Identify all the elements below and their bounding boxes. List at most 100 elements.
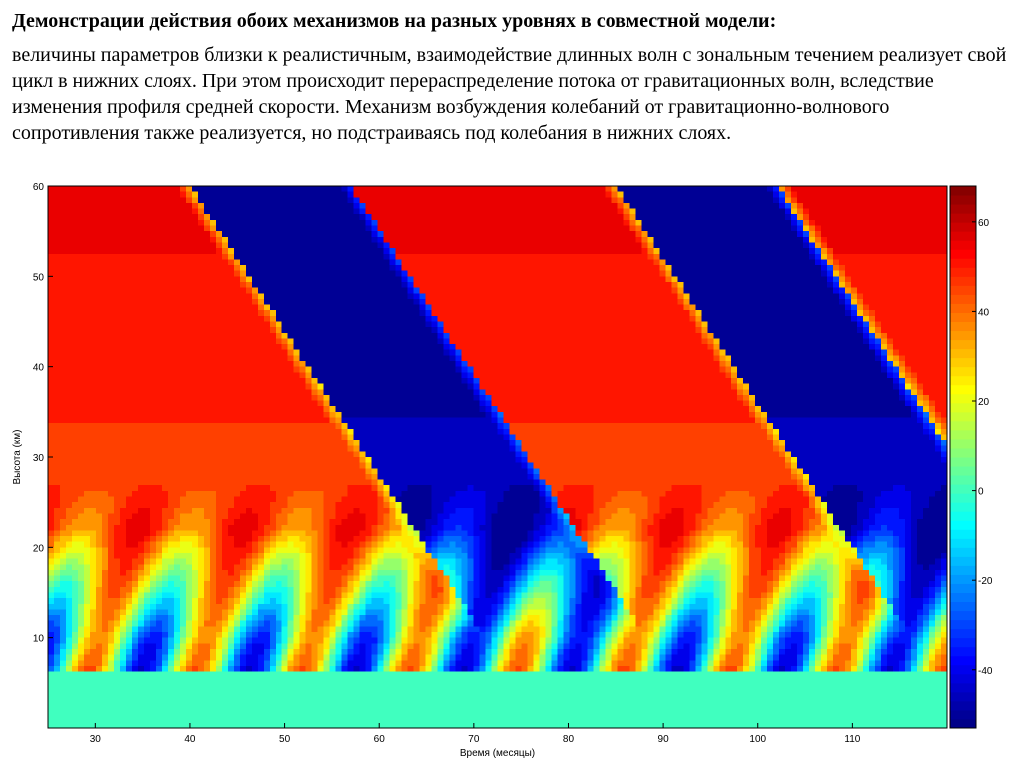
heatmap-cell: [509, 355, 517, 362]
heatmap-cell: [503, 361, 511, 368]
heatmap-cell: [941, 265, 948, 272]
heatmap-cell: [215, 265, 223, 272]
heatmap-cell: [671, 293, 678, 300]
heatmap-cell: [887, 293, 894, 300]
heatmap-cell: [839, 253, 846, 260]
heatmap-cell: [263, 298, 271, 306]
heatmap-cell: [863, 361, 870, 368]
heatmap-cell: [701, 287, 708, 294]
heatmap-cell: [899, 332, 906, 340]
heatmap-cell: [233, 349, 241, 356]
heatmap-cell: [623, 293, 630, 300]
heatmap-cell: [731, 366, 738, 373]
heatmap-cell: [743, 253, 750, 260]
heatmap-cell: [413, 327, 421, 334]
heatmap-cell: [371, 236, 379, 244]
heatmap-cell: [431, 332, 439, 340]
heatmap-cell: [473, 293, 481, 300]
heatmap-cell: [149, 315, 157, 323]
heatmap-cell: [557, 248, 565, 255]
heatmap-cell: [635, 270, 642, 277]
heatmap-cell: [773, 281, 780, 289]
heatmap-cell: [569, 231, 577, 238]
heatmap-cell: [185, 321, 193, 328]
heatmap-cell: [509, 276, 517, 283]
heatmap-cell: [545, 231, 553, 238]
heatmap-cell: [257, 197, 265, 204]
heatmap-cell: [281, 231, 289, 238]
heatmap-cell: [551, 253, 559, 260]
heatmap-cell: [401, 281, 409, 289]
heatmap-cell: [149, 186, 157, 193]
heatmap-cell: [77, 281, 85, 289]
heatmap-cell: [479, 225, 487, 232]
heatmap-cell: [461, 253, 469, 260]
heatmap-cell: [491, 310, 499, 317]
heatmap-cell: [299, 259, 307, 266]
heatmap-cell: [647, 276, 654, 283]
heatmap-cell: [761, 304, 768, 311]
heatmap-cell: [599, 304, 606, 311]
heatmap-cell: [131, 259, 139, 266]
heatmap-cell: [815, 281, 822, 289]
heatmap-cell: [239, 197, 247, 204]
heatmap-cell: [611, 332, 618, 340]
heatmap-cell: [539, 327, 547, 334]
heatmap-cell: [713, 259, 720, 266]
heatmap-cell: [905, 304, 912, 311]
heatmap-cell: [329, 265, 337, 272]
heatmap-cell: [929, 281, 936, 289]
heatmap-cell: [707, 231, 714, 238]
heatmap-cell: [401, 366, 409, 373]
heatmap-cell: [911, 236, 918, 244]
heatmap-cell: [239, 327, 247, 334]
heatmap-cell: [179, 327, 187, 334]
heatmap-cell: [749, 259, 756, 266]
heatmap-cell: [881, 276, 888, 283]
heatmap-cell: [797, 265, 804, 272]
heatmap-cell: [71, 270, 79, 277]
heatmap-cell: [77, 338, 85, 345]
heatmap-cell: [791, 338, 798, 345]
heatmap-cell: [305, 236, 313, 244]
heatmap-cell: [293, 253, 301, 260]
heatmap-cell: [491, 186, 499, 193]
heatmap-cell: [71, 265, 79, 272]
heatmap-cell: [125, 366, 133, 373]
heatmap-cell: [935, 298, 942, 306]
heatmap-cell: [929, 242, 936, 249]
heatmap-cell: [335, 366, 343, 373]
heatmap-cell: [935, 310, 942, 317]
heatmap-cell: [395, 361, 403, 368]
heatmap-cell: [833, 349, 840, 356]
heatmap-cell: [323, 197, 331, 204]
heatmap-cell: [887, 259, 894, 266]
heatmap-cell: [737, 202, 744, 210]
heatmap-cell: [245, 270, 253, 277]
heatmap-cell: [833, 321, 840, 328]
heatmap-cell: [227, 344, 235, 351]
heatmap-cell: [407, 186, 415, 193]
heatmap-cell: [221, 259, 229, 266]
heatmap-cell: [833, 293, 840, 300]
heatmap-cell: [761, 236, 768, 244]
heatmap-cell: [455, 248, 463, 255]
heatmap-cell: [48, 197, 55, 204]
heatmap-cell: [683, 236, 690, 244]
heatmap-cell: [893, 276, 900, 283]
heatmap-cell: [437, 332, 445, 340]
heatmap-cell: [635, 310, 642, 317]
heatmap-cell: [713, 310, 720, 317]
heatmap-cell: [599, 191, 606, 198]
heatmap-cell: [299, 366, 307, 373]
heatmap-cell: [359, 327, 367, 334]
heatmap-cell: [59, 219, 67, 227]
heatmap-cell: [113, 276, 121, 283]
heatmap-cell: [647, 281, 654, 289]
heatmap-cell: [485, 197, 493, 204]
heatmap-cell: [635, 253, 642, 260]
heatmap-cell: [227, 231, 235, 238]
heatmap-cell: [101, 304, 109, 311]
heatmap-cell: [305, 276, 313, 283]
heatmap-cell: [629, 293, 636, 300]
